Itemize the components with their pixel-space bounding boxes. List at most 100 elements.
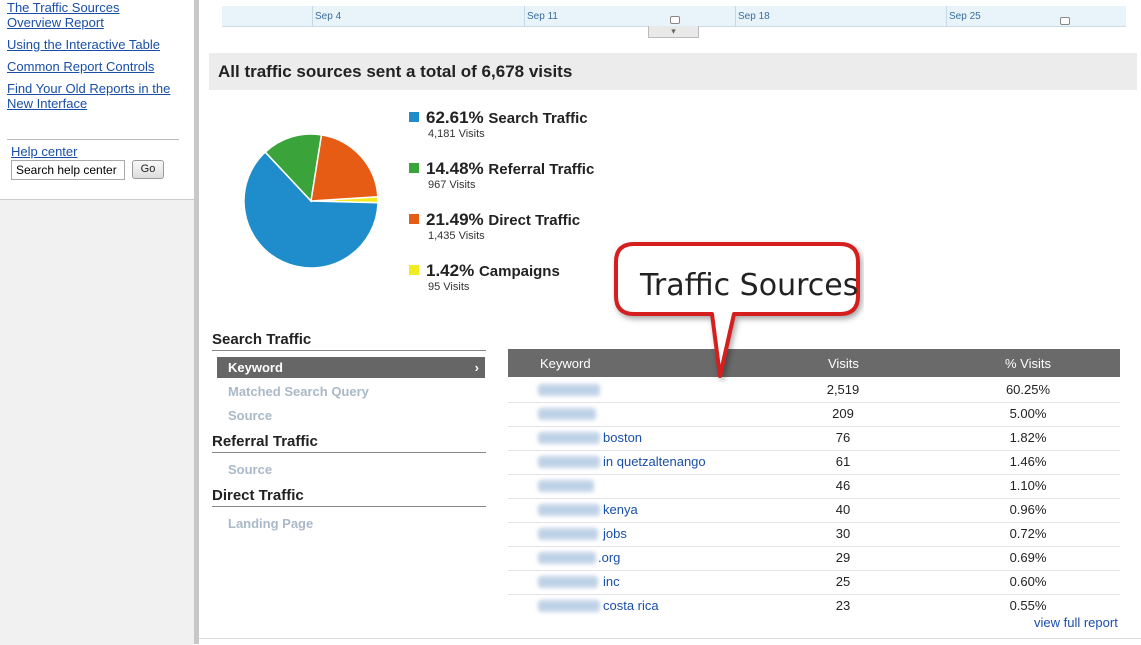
legend-visits: 967 Visits	[428, 179, 476, 191]
sidebar-link-overview-report[interactable]: Overview Report	[7, 15, 104, 30]
timeline-tick	[312, 6, 313, 26]
legend-visits: 1,435 Visits	[428, 230, 485, 242]
visits-cell: 25	[835, 574, 851, 589]
annotation-marker-icon[interactable]	[1060, 17, 1070, 25]
table-row[interactable]: .org 29 0.69%	[508, 546, 1120, 571]
legend-swatch-campaigns	[409, 265, 419, 275]
timeline-label: Sep 18	[738, 11, 770, 22]
table-row[interactable]: kenya 40 0.96%	[508, 498, 1120, 523]
legend-visits: 95 Visits	[428, 281, 470, 293]
legend-percent-value: 21.49%	[426, 210, 484, 229]
keyword-cell[interactable]: .org	[598, 550, 621, 565]
legend-label[interactable]: Campaigns	[478, 263, 560, 280]
legend-visits: 4,181 Visits	[428, 128, 485, 140]
pct-visits-cell: 1.46%	[1009, 454, 1047, 469]
nav-landing-page[interactable]: Landing Page	[228, 516, 314, 531]
column-header-visits[interactable]: Visits	[828, 356, 859, 371]
sidebar-link-report-controls[interactable]: Common Report Controls	[7, 59, 155, 74]
sidebar-link-interactive-table[interactable]: Using the Interactive Table	[7, 37, 160, 52]
keyword-cell[interactable]: kenya	[603, 502, 638, 517]
redacted-keyword	[538, 432, 600, 444]
referral-traffic-heading: Referral Traffic	[212, 433, 486, 453]
legend-percent-value: 1.42%	[426, 261, 475, 280]
table-row[interactable]: boston 76 1.82%	[508, 426, 1120, 451]
search-traffic-heading: Search Traffic	[212, 331, 486, 351]
pct-visits-cell: 1.10%	[1009, 478, 1047, 493]
table-row[interactable]: in quetzaltenango 61 1.46%	[508, 450, 1120, 475]
nav-search-source[interactable]: Source	[228, 408, 273, 423]
legend-label[interactable]: Referral Traffic	[488, 161, 595, 178]
help-search-input[interactable]	[11, 160, 125, 180]
redacted-keyword	[538, 384, 600, 396]
table-row[interactable]: 209 5.00%	[508, 402, 1120, 427]
legend-percent: 1.42% Campaigns	[426, 261, 560, 281]
pie-slice-referral-traffic[interactable]	[264, 133, 323, 203]
page-title: All traffic sources sent a total of 6,67…	[218, 62, 573, 81]
legend-swatch-referral	[409, 163, 419, 173]
chevron-right-icon: ›	[474, 360, 479, 375]
table-row[interactable]: costa rica 23 0.55%	[508, 594, 1120, 618]
help-center-link[interactable]: Help center	[11, 144, 78, 159]
visits-cell: 76	[835, 430, 851, 445]
timeline-tick	[735, 6, 736, 26]
visits-cell: 23	[835, 598, 851, 613]
legend-label[interactable]: Direct Traffic	[488, 212, 581, 229]
go-button[interactable]: Go	[132, 160, 164, 179]
sidebar-link-traffic-sources[interactable]: The Traffic Sources	[7, 0, 120, 15]
redacted-keyword	[538, 408, 596, 420]
visits-cell: 40	[835, 502, 851, 517]
timeline-tick	[524, 6, 525, 26]
pct-visits-cell: 60.25%	[1005, 382, 1051, 397]
sidebar-resize-edge[interactable]	[194, 0, 199, 644]
nav-keyword[interactable]: Keyword ›	[217, 357, 485, 378]
nav-keyword-label: Keyword	[228, 360, 283, 375]
legend-swatch-search	[409, 112, 419, 122]
legend-percent: 14.48% Referral Traffic	[426, 159, 594, 179]
visits-cell: 30	[835, 526, 851, 541]
pct-visits-cell: 0.96%	[1009, 502, 1047, 517]
table-row[interactable]: inc 25 0.60%	[508, 570, 1120, 595]
keyword-cell[interactable]: boston	[603, 430, 643, 445]
callout-text: Traffic Sources	[640, 268, 859, 303]
nav-matched-search-query[interactable]: Matched Search Query	[228, 384, 369, 399]
sidebar-link-old-reports[interactable]: Find Your Old Reports in the	[7, 81, 171, 96]
table-row[interactable]: jobs 30 0.72%	[508, 522, 1120, 547]
annotation-marker-icon[interactable]	[670, 16, 680, 24]
sidebar-link-new-interface[interactable]: New Interface	[7, 96, 88, 111]
nav-referral-source[interactable]: Source	[228, 462, 273, 477]
timeline-label: Sep 4	[315, 11, 342, 22]
redacted-keyword	[538, 456, 600, 468]
visits-cell: 209	[832, 406, 854, 421]
sidebar-divider	[7, 139, 179, 140]
sidebar-empty-area	[0, 199, 194, 645]
column-header-keyword[interactable]: Keyword	[540, 356, 591, 371]
legend-percent-value: 62.61%	[426, 108, 484, 127]
timeline-strip[interactable]: Sep 4 Sep 11 Sep 18 Sep 25	[222, 6, 1126, 27]
pct-visits-cell: 0.60%	[1009, 574, 1047, 589]
pct-visits-cell: 1.82%	[1009, 430, 1047, 445]
legend-label[interactable]: Search Traffic	[488, 110, 588, 127]
pie-slice-direct-traffic[interactable]	[310, 133, 379, 202]
keyword-cell[interactable]: jobs	[603, 526, 627, 541]
table-row[interactable]: 2,519 60.25%	[508, 378, 1120, 403]
table-row[interactable]: 46 1.10%	[508, 474, 1120, 499]
keyword-cell[interactable]: inc	[603, 574, 620, 589]
callout-bubble	[614, 242, 860, 378]
timeline-label: Sep 25	[949, 11, 981, 22]
keyword-cell[interactable]: in quetzaltenango	[603, 454, 706, 469]
column-header-pct-visits[interactable]: % Visits	[1005, 356, 1051, 371]
pct-visits-cell: 0.55%	[1009, 598, 1047, 613]
timeline-label: Sep 11	[527, 11, 558, 22]
view-full-report-link[interactable]: view full report	[1034, 615, 1118, 630]
visits-cell: 29	[835, 550, 851, 565]
keyword-cell[interactable]: costa rica	[603, 598, 659, 613]
redacted-keyword	[538, 504, 600, 516]
summary-banner: All traffic sources sent a total of 6,67…	[209, 53, 1137, 90]
pct-visits-cell: 0.69%	[1009, 550, 1047, 565]
redacted-keyword	[538, 576, 598, 588]
timeline-collapse-handle[interactable]: ▾	[648, 26, 699, 38]
traffic-pie-chart	[243, 133, 379, 269]
legend-swatch-direct	[409, 214, 419, 224]
pie-slice-search-traffic[interactable]	[243, 151, 379, 269]
redacted-keyword	[538, 480, 594, 492]
